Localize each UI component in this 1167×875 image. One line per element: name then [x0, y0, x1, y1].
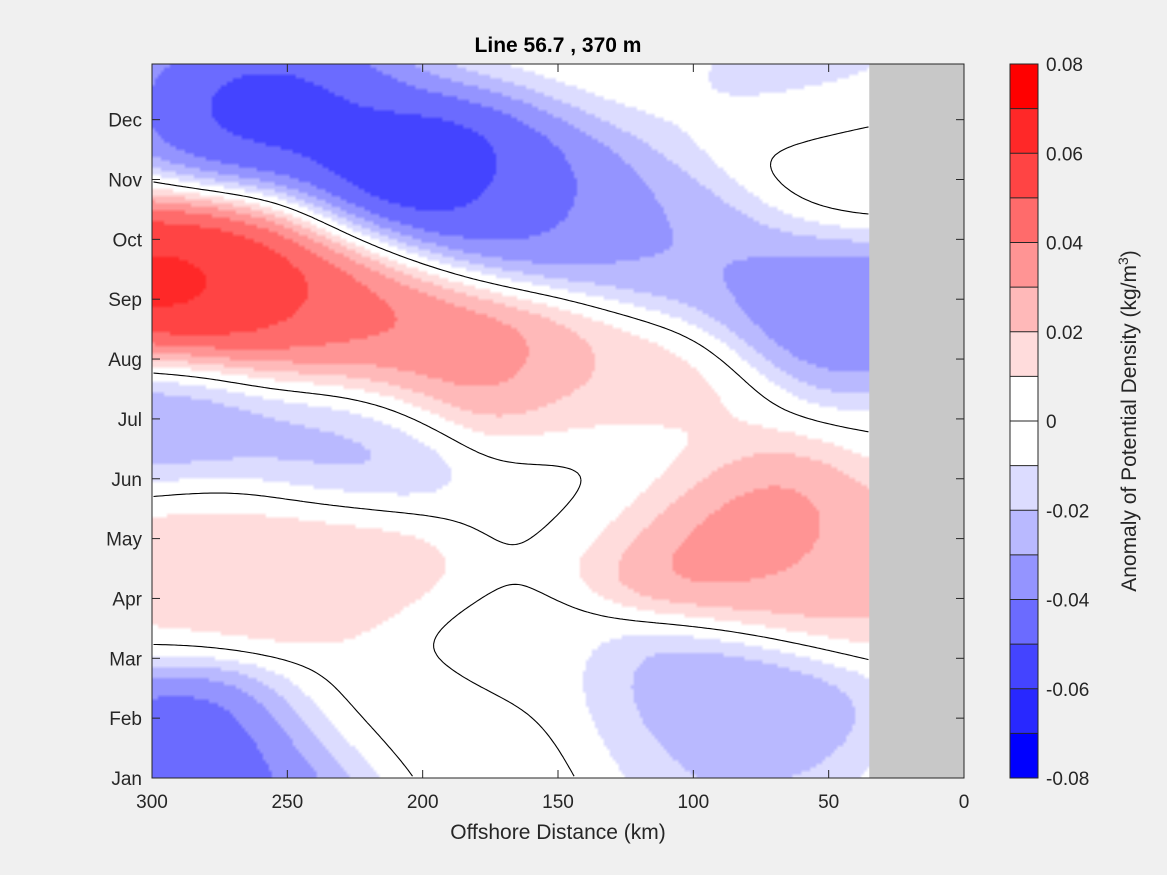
colorbar-label-main: Anomaly of Potential Density (kg/m — [1118, 265, 1141, 592]
colorbar-swatch — [1010, 421, 1038, 467]
colorbar-tick-label: 0.02 — [1046, 323, 1083, 344]
colorbar-swatch — [1010, 465, 1038, 511]
colorbar-label: Anomaly of Potential Density (kg/m3) — [1115, 250, 1141, 592]
y-tick-label: Jun — [111, 470, 142, 491]
y-tick-label: Oct — [112, 230, 142, 251]
colorbar-swatch — [1010, 108, 1038, 154]
colorbar-tick-label: -0.08 — [1046, 769, 1089, 790]
x-tick-label: 0 — [959, 792, 970, 813]
x-tick-label: 250 — [271, 792, 303, 813]
y-axis: Jan Feb Mar Apr May Jun Jul Aug Sep Oct Nov Dec — [106, 111, 964, 790]
colorbar-tick-label: 0.06 — [1046, 144, 1083, 165]
colorbar-swatch — [1010, 242, 1038, 288]
zero-contour-lines — [153, 126, 869, 777]
colorbar-swatch — [1010, 287, 1038, 333]
plot-area — [151, 63, 965, 779]
colorbar-swatch — [1010, 599, 1038, 645]
x-axis: 300 250 200 150 100 50 0 — [136, 64, 969, 813]
y-tick-label: Apr — [112, 589, 142, 610]
x-tick-label: 50 — [818, 792, 839, 813]
x-tick-label: 300 — [136, 792, 168, 813]
x-tick-label: 150 — [542, 792, 574, 813]
y-tick-label: Dec — [108, 111, 142, 132]
y-tick-label: Jan — [111, 769, 142, 790]
y-tick-label: Nov — [108, 171, 142, 192]
colorbar-frame — [1009, 63, 1039, 779]
colorbar-label-superscript: 3 — [1115, 257, 1131, 265]
colorbar-swatch — [1010, 376, 1038, 422]
colorbar — [1009, 63, 1039, 779]
chart-title: Line 56.7 , 370 m — [475, 34, 642, 57]
y-tick-label: Mar — [109, 649, 142, 670]
colorbar-swatch — [1010, 197, 1038, 243]
colorbar-tick-label: -0.04 — [1046, 591, 1090, 612]
no-data-region — [869, 64, 964, 778]
colorbar-tick-label: 0.08 — [1046, 55, 1083, 76]
colorbar-tick-label: 0.04 — [1046, 234, 1083, 255]
colorbar-ticks: 0.08 0.06 0.04 0.02 0 -0.02 -0.04 -0.06 -0.08 — [1046, 55, 1090, 790]
zero-contour-line — [153, 126, 869, 777]
colorbar-swatch — [1010, 554, 1038, 600]
y-tick-label: Feb — [109, 709, 142, 730]
colorbar-tick-label: 0 — [1046, 412, 1057, 433]
x-tick-label: 200 — [407, 792, 439, 813]
colorbar-swatch — [1010, 510, 1038, 556]
colorbar-tick-label: -0.02 — [1046, 501, 1089, 522]
y-tick-label: Aug — [108, 350, 142, 371]
colorbar-swatch — [1010, 688, 1038, 734]
density-anomaly-field — [152, 64, 870, 778]
colorbar-swatch — [1010, 733, 1038, 779]
colorbar-swatch — [1010, 64, 1038, 110]
colorbar-swatch — [1010, 153, 1038, 199]
colorbar-label-end: ) — [1118, 250, 1141, 257]
colorbar-tick-label: -0.06 — [1046, 680, 1089, 701]
x-axis-label: Offshore Distance (km) — [450, 821, 666, 844]
colorbar-swatch — [1010, 644, 1038, 690]
x-tick-label: 100 — [677, 792, 709, 813]
y-tick-label: Jul — [118, 410, 142, 431]
y-tick-label: Sep — [108, 290, 142, 311]
colorbar-swatch — [1010, 331, 1038, 377]
y-tick-label: May — [106, 530, 142, 551]
